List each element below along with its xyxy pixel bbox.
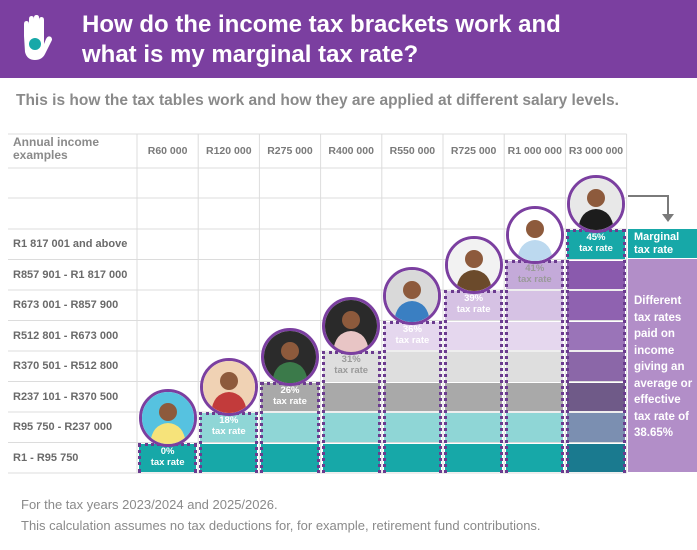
column-header-1: R60 000 <box>147 145 188 157</box>
bracket-cell-1-1 <box>200 413 258 442</box>
bracket-cell-0-1 <box>200 443 258 472</box>
bracket-cell-2-5 <box>445 382 503 411</box>
bracket-cell-3-4 <box>383 352 441 381</box>
tax-rate-label-6: 39% tax rate <box>456 293 491 315</box>
row-label-3: R673 001 - R857 900 <box>13 299 119 311</box>
column-outline-7 <box>505 259 565 473</box>
bracket-cell-2-7 <box>567 382 625 411</box>
row-label-4: R512 801 - R673 000 <box>13 329 119 342</box>
column-outline-6 <box>444 290 504 473</box>
bracket-cell-5-7 <box>567 291 625 320</box>
person-photo-6 <box>444 236 503 294</box>
bracket-cell-0-3 <box>322 443 380 472</box>
hand-icon <box>24 15 52 60</box>
bracket-cell-0-7 <box>567 443 625 472</box>
arrow-icon <box>628 195 674 222</box>
bracket-cell-0-5 <box>445 443 503 472</box>
bracket-cell-6-6 <box>506 260 564 289</box>
row-label-2: R857 901 - R1 817 000 <box>13 268 128 281</box>
person-photo-2 <box>199 358 258 416</box>
column-header-7: R1 000 000 <box>507 145 562 157</box>
bracket-cell-4-7 <box>567 321 625 350</box>
bracket-cell-2-4 <box>383 382 441 411</box>
person-photo-1 <box>138 388 197 447</box>
bracket-cell-0-0 <box>139 443 197 472</box>
footer-assumption: This calculation assumes no tax deductio… <box>21 518 541 533</box>
bracket-cell-3-5 <box>445 352 503 381</box>
title-line-1: How do the income tax brackets work and <box>82 11 561 38</box>
tax-rate-label-7: 41% tax rate <box>517 262 552 285</box>
bracket-cell-0-4 <box>383 443 441 472</box>
bracket-cell-3-6 <box>506 352 564 381</box>
bracket-cell-1-2 <box>261 413 319 442</box>
bracket-cell-0-2 <box>261 443 319 472</box>
bracket-cell-1-7 <box>567 413 625 442</box>
column-header-4: R400 000 <box>328 145 374 157</box>
tax-rate-label-5: 36% tax rate <box>395 323 430 346</box>
bracket-cell-7-7 <box>567 230 625 259</box>
bracket-cell-4-4 <box>383 321 441 350</box>
row-label-1: R1 817 001 and above <box>13 238 128 250</box>
page-title: How do the income tax brackets work and … <box>82 10 682 70</box>
bracket-cell-1-3 <box>322 413 380 442</box>
column-header-8: R3 000 000 <box>568 145 624 157</box>
person-photo-3 <box>261 327 319 386</box>
person-photo-8 <box>567 175 625 233</box>
bracket-cell-2-2 <box>261 382 319 411</box>
tax-rate-label-8: 45% tax rate <box>579 232 613 254</box>
bracket-cell-2-3 <box>322 382 380 411</box>
bracket-cell-1-4 <box>383 413 441 442</box>
column-outline-8 <box>566 229 626 473</box>
tax-rate-label-3: 26% tax rate <box>273 384 307 407</box>
effective-tax-rate-note: Different tax rates paid on income givin… <box>628 259 697 472</box>
marginal-tax-rate-label: Marginal tax rate <box>628 229 697 258</box>
column-header-2: R120 000 <box>206 145 252 157</box>
bracket-cell-4-5 <box>445 321 503 350</box>
title-line-2: what is my marginal tax rate? <box>82 41 419 68</box>
column-header-5: R550 000 <box>389 145 436 157</box>
bracket-cell-4-6 <box>506 321 564 350</box>
person-photo-5 <box>383 266 442 325</box>
column-header-6: R725 000 <box>450 145 497 157</box>
bracket-cell-1-6 <box>506 413 564 442</box>
row-label-6: R237 101 - R370 500 <box>13 390 119 403</box>
page-subtitle: This is how the tax tables work and how … <box>16 92 619 109</box>
bracket-cell-2-6 <box>506 382 564 411</box>
footer-tax-years: For the tax years 2023/2024 and 2025/202… <box>21 497 278 512</box>
tax-rate-label-1: 0% tax rate <box>150 445 185 468</box>
bracket-cell-3-7 <box>567 352 625 381</box>
bracket-cell-5-6 <box>506 291 564 320</box>
tax-rate-label-4: 31% tax rate <box>334 354 369 376</box>
bracket-cell-3-3 <box>322 352 380 381</box>
bracket-cell-5-5 <box>445 291 503 320</box>
column-header-3: R275 000 <box>267 145 313 157</box>
annual-income-header: Annual income examples <box>13 135 100 162</box>
bracket-cell-6-7 <box>567 260 625 289</box>
page-header: How do the income tax brackets work and … <box>0 0 697 78</box>
tax-rate-label-2: 18% tax rate <box>211 415 246 437</box>
row-label-7: R95 750 - R237 000 <box>13 421 113 433</box>
row-label-8: R1 - R95 750 <box>13 451 79 464</box>
bracket-cell-1-5 <box>445 413 503 442</box>
person-photo-4 <box>322 297 381 355</box>
row-label-5: R370 501 - R512 800 <box>13 360 119 372</box>
person-photo-7 <box>505 205 564 264</box>
bracket-cell-0-6 <box>506 443 564 472</box>
